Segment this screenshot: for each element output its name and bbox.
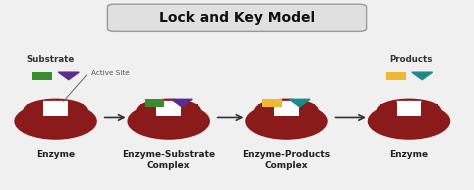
Ellipse shape — [255, 99, 319, 121]
Ellipse shape — [14, 103, 97, 140]
FancyBboxPatch shape — [156, 101, 181, 116]
Polygon shape — [289, 99, 310, 107]
FancyBboxPatch shape — [43, 101, 68, 116]
Ellipse shape — [128, 103, 210, 140]
FancyBboxPatch shape — [27, 104, 84, 121]
Ellipse shape — [23, 99, 88, 121]
FancyBboxPatch shape — [386, 72, 406, 80]
FancyBboxPatch shape — [380, 104, 438, 121]
Text: Active Site: Active Site — [91, 70, 130, 76]
Ellipse shape — [368, 103, 450, 140]
Polygon shape — [274, 101, 299, 108]
Text: Enzyme-Substrate
Complex: Enzyme-Substrate Complex — [122, 150, 215, 170]
Polygon shape — [43, 101, 68, 108]
FancyBboxPatch shape — [274, 101, 299, 116]
Text: Products: Products — [390, 55, 433, 64]
FancyBboxPatch shape — [33, 72, 52, 80]
FancyBboxPatch shape — [257, 104, 315, 121]
Ellipse shape — [377, 99, 441, 121]
Text: Enzyme: Enzyme — [390, 150, 428, 159]
Text: Substrate: Substrate — [27, 55, 75, 64]
Text: Enzyme: Enzyme — [36, 150, 75, 159]
Ellipse shape — [245, 103, 328, 140]
FancyBboxPatch shape — [140, 104, 198, 121]
FancyBboxPatch shape — [108, 4, 366, 31]
Ellipse shape — [137, 99, 201, 121]
Text: Lock and Key Model: Lock and Key Model — [159, 11, 315, 25]
Polygon shape — [58, 72, 79, 80]
FancyBboxPatch shape — [145, 99, 164, 107]
Polygon shape — [172, 99, 192, 107]
FancyBboxPatch shape — [263, 99, 282, 107]
Polygon shape — [156, 101, 181, 108]
Polygon shape — [412, 72, 433, 80]
Text: Enzyme-Products
Complex: Enzyme-Products Complex — [242, 150, 330, 170]
FancyBboxPatch shape — [397, 101, 421, 116]
Polygon shape — [397, 101, 421, 108]
